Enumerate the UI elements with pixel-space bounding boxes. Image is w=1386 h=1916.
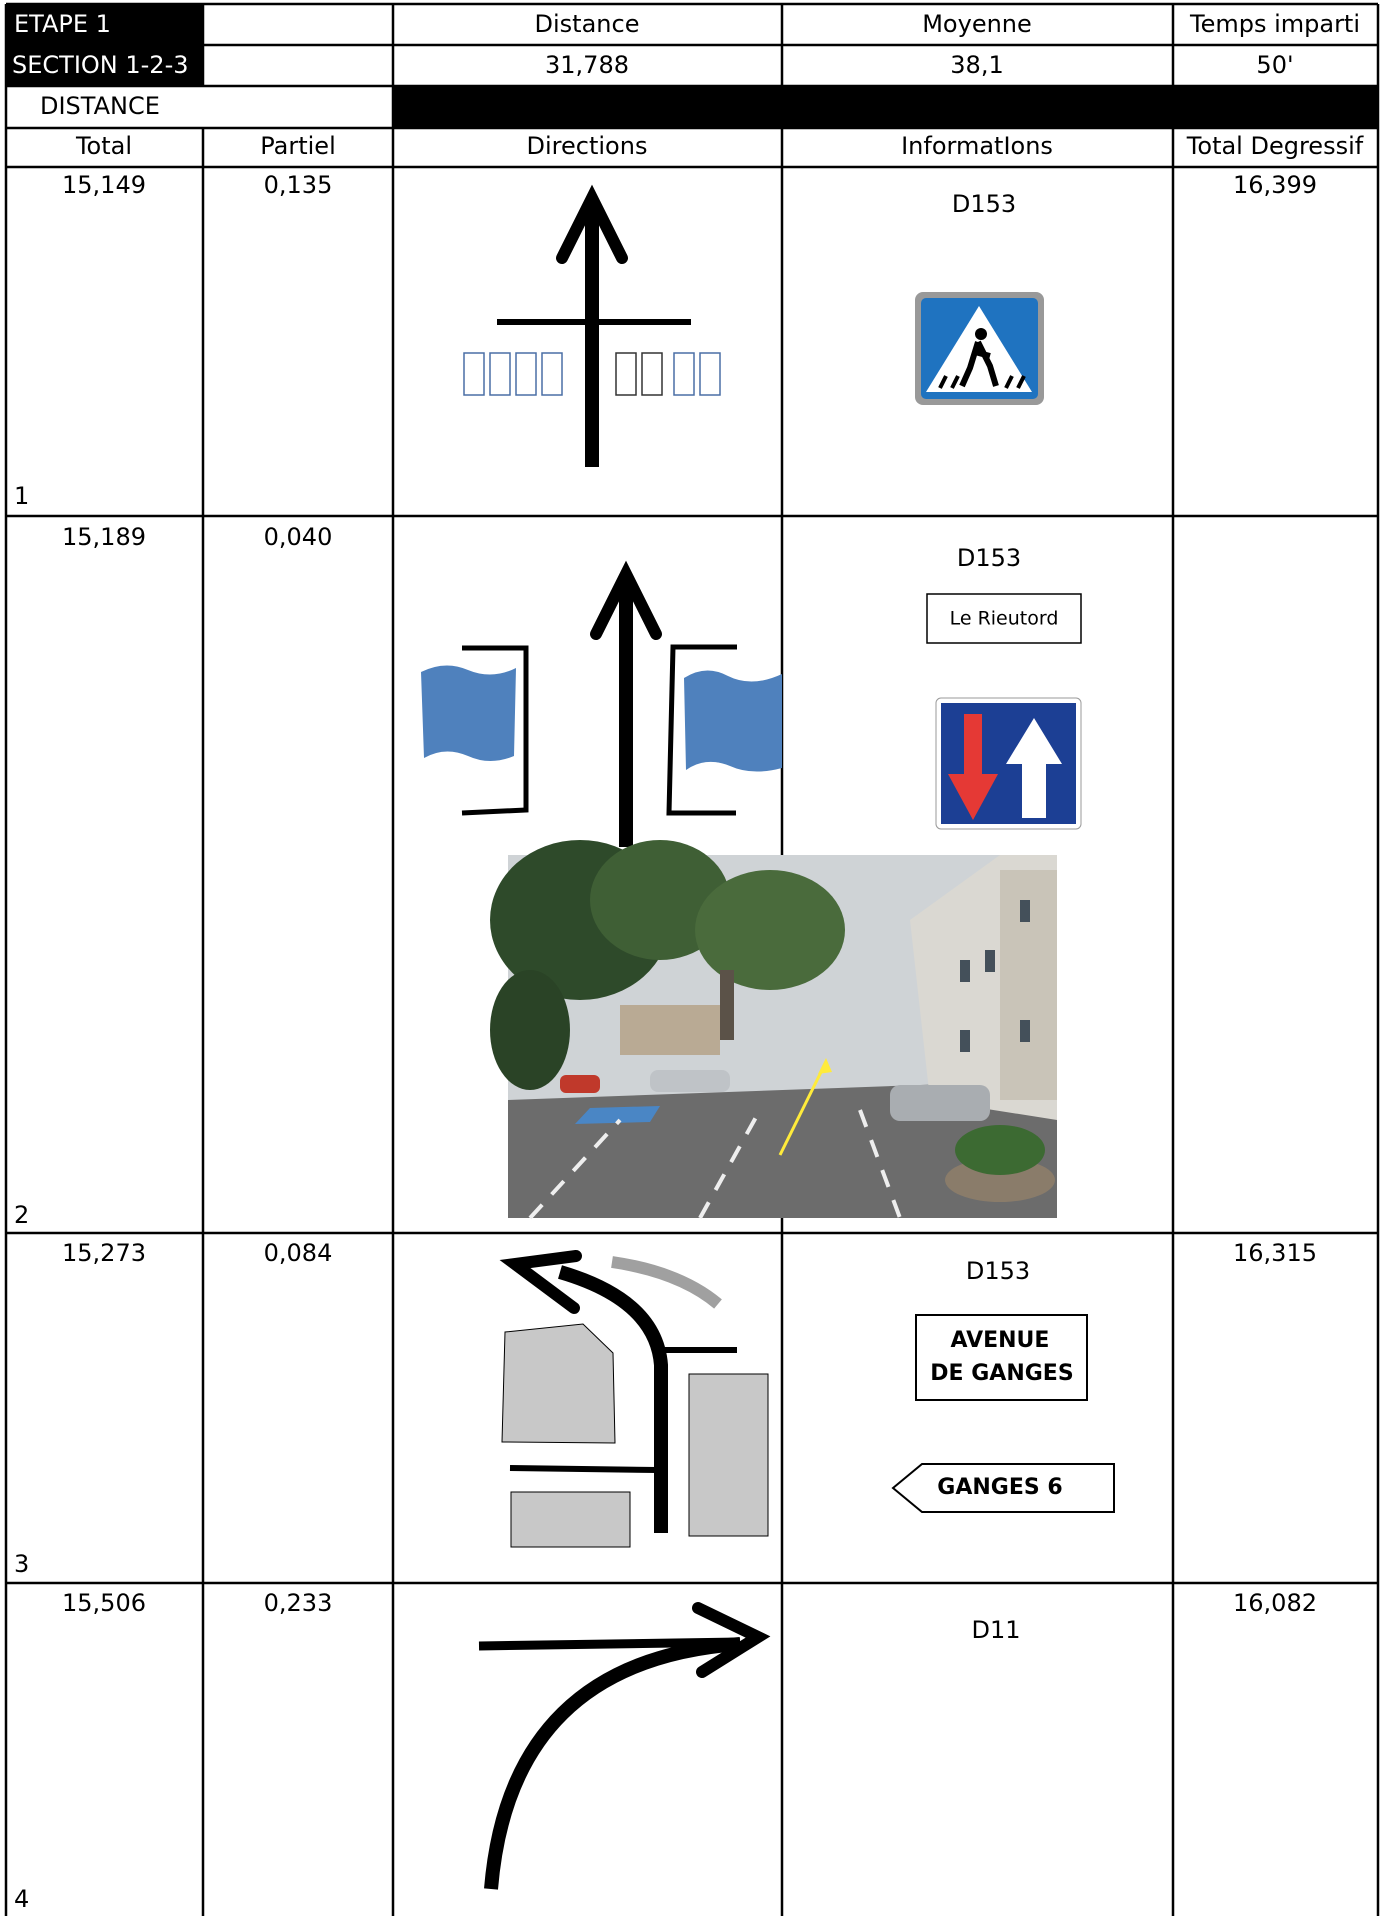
header-value: 31,788 bbox=[545, 51, 629, 79]
destination: GANGES 6 bbox=[937, 1475, 1062, 1500]
priority-sign bbox=[935, 697, 1082, 830]
direction-drawing bbox=[463, 184, 721, 467]
column-header: Total bbox=[75, 132, 132, 160]
street-name: AVENUE bbox=[951, 1328, 1050, 1353]
partiel: 0,040 bbox=[264, 523, 333, 551]
row-number: 3 bbox=[14, 1550, 29, 1578]
direction-drawing bbox=[499, 1250, 769, 1548]
header-black-band bbox=[393, 86, 1378, 128]
street-photo bbox=[490, 840, 1057, 1220]
row-number: 4 bbox=[14, 1885, 29, 1913]
total: 15,273 bbox=[62, 1239, 146, 1267]
total: 15,149 bbox=[62, 171, 146, 199]
place-sign bbox=[926, 593, 1082, 644]
direction-drawing bbox=[478, 1602, 771, 1890]
column-header: Partiel bbox=[260, 132, 335, 160]
pedestrian-sign bbox=[915, 292, 1044, 405]
distance-label: DISTANCE bbox=[40, 92, 160, 120]
table-frame bbox=[4, 2, 1380, 1916]
road-label: D153 bbox=[952, 190, 1016, 218]
total: 15,506 bbox=[62, 1589, 146, 1617]
degressif: 16,399 bbox=[1233, 171, 1317, 199]
street-name: DE GANGES bbox=[930, 1361, 1073, 1386]
road-label: D153 bbox=[966, 1257, 1030, 1285]
row-number: 2 bbox=[14, 1201, 29, 1229]
degressif: 16,082 bbox=[1233, 1589, 1317, 1617]
degressif: 16,315 bbox=[1233, 1239, 1317, 1267]
header-col: Temps imparti bbox=[1189, 10, 1360, 38]
street-sign bbox=[915, 1314, 1088, 1401]
partiel: 0,084 bbox=[264, 1239, 333, 1267]
road-label: D11 bbox=[971, 1616, 1020, 1644]
partiel: 0,135 bbox=[264, 171, 333, 199]
header-value: 38,1 bbox=[950, 51, 1003, 79]
place-name: Le Rieutord bbox=[950, 608, 1059, 630]
header-col: Moyenne bbox=[922, 10, 1032, 38]
row-number: 1 bbox=[14, 482, 29, 510]
direction-drawing bbox=[421, 560, 782, 847]
header-value: 50' bbox=[1256, 51, 1293, 79]
road-label: D153 bbox=[957, 544, 1021, 572]
partiel: 0,233 bbox=[264, 1589, 333, 1617]
etape: ETAPE 1 bbox=[14, 10, 111, 38]
section: SECTION 1-2-3 bbox=[12, 51, 189, 79]
column-header: Total Degressif bbox=[1186, 132, 1364, 160]
header-col: Distance bbox=[535, 10, 640, 38]
column-header: Directions bbox=[527, 132, 648, 160]
direction-sign bbox=[891, 1463, 1115, 1513]
column-header: InformatIons bbox=[901, 132, 1053, 160]
total: 15,189 bbox=[62, 523, 146, 551]
